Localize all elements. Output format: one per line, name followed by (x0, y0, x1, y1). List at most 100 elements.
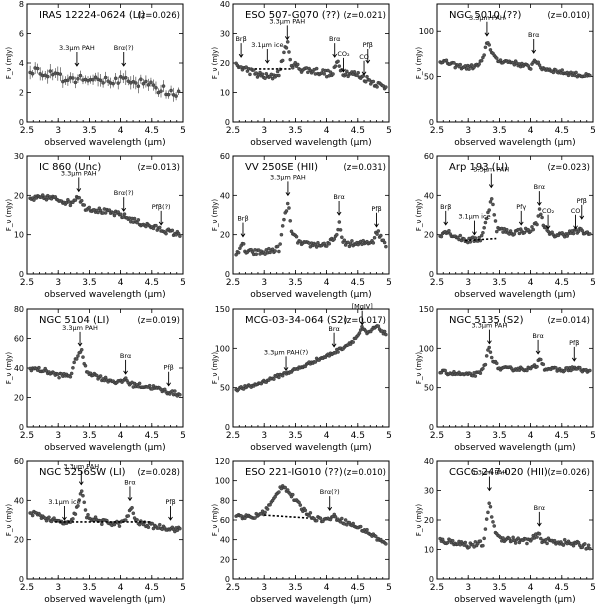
feature-annotation: 3.3μm PAH(?) (264, 348, 308, 356)
panel-title: CGCG 247-020 (HII) (449, 467, 548, 478)
y-tick-label: 0 (19, 423, 24, 432)
data-point (144, 79, 148, 84)
data-point (136, 218, 141, 222)
y-tick-label: 10 (14, 231, 24, 240)
data-point (117, 524, 122, 528)
data-point (522, 230, 527, 235)
y-tick-label: 150 (419, 305, 434, 314)
data-point (588, 368, 592, 373)
data-point (234, 252, 238, 257)
y-tick-label: 100 (215, 344, 230, 353)
plot-frame (232, 3, 390, 123)
y-tick-label: 0 (429, 270, 434, 279)
data-point (505, 227, 509, 232)
x-tick-label: 3.5 (82, 278, 96, 288)
y-tick-label: 80 (220, 496, 230, 505)
x-tick-label: 2.5 (430, 126, 444, 136)
data-point (48, 69, 53, 73)
data-point (560, 68, 564, 72)
data-point (263, 76, 267, 81)
x-axis-label: observed wavelength (μm) (250, 138, 371, 148)
x-tick-label: 2.5 (226, 278, 240, 288)
data-point (494, 361, 499, 366)
feature-annotation: CO₂ (542, 207, 555, 215)
plot-frame (436, 308, 594, 428)
x-tick-label: 3 (465, 126, 471, 136)
data-point (375, 232, 379, 236)
annotation-arrow (283, 356, 289, 372)
data-point (588, 73, 592, 78)
data-point (356, 70, 360, 75)
plot-frame (26, 460, 184, 580)
x-tick-label: 3 (55, 278, 61, 288)
y-tick-label: 10 (220, 89, 230, 98)
data-point (258, 70, 262, 75)
data-point (541, 362, 546, 367)
data-point (562, 537, 567, 542)
data-point (83, 508, 88, 512)
x-tick-label: 3.5 (492, 278, 506, 288)
x-tick-label: 4.5 (555, 431, 569, 441)
x-tick-label: 2.5 (20, 278, 34, 288)
data-point (314, 245, 319, 249)
data-point (528, 229, 533, 234)
data-point (77, 498, 81, 502)
data-point (540, 215, 544, 220)
x-tick-label: 4.5 (351, 126, 365, 136)
data-point (482, 226, 486, 230)
feature-annotation: 3.1μm ice (48, 498, 80, 506)
data-point (379, 233, 383, 238)
y-tick-label: 100 (419, 27, 434, 36)
feature-annotation: [MgIV] (352, 303, 373, 311)
data-point (333, 515, 338, 519)
feature-annotation: Pfβ (163, 364, 173, 372)
data-point (154, 86, 158, 90)
x-tick-label: 5 (590, 583, 596, 593)
plot-frame (232, 308, 390, 428)
panel-redshift: (z=0.026) (547, 468, 590, 478)
feature-annotation: Pfβ(?) (152, 203, 171, 211)
data-point (253, 516, 257, 520)
data-point (489, 355, 494, 360)
data-point (144, 224, 148, 229)
y-tick-label: 6 (19, 30, 24, 39)
data-point (539, 357, 543, 362)
data-point (132, 216, 137, 221)
annotation-arrow (166, 371, 172, 387)
data-point (32, 198, 36, 202)
feature-annotation: Brα (329, 35, 340, 43)
data-point (285, 201, 290, 206)
annotation-arrow (531, 39, 537, 54)
data-point (170, 228, 175, 233)
x-tick-label: 3.5 (288, 431, 302, 441)
data-point (157, 225, 162, 230)
data-point (147, 383, 152, 388)
data-point (487, 208, 491, 212)
data-point (536, 60, 541, 65)
annotation-arrow (121, 51, 127, 67)
data-point (478, 539, 483, 543)
data-point (539, 536, 543, 541)
data-point (484, 354, 489, 358)
x-tick-label: 4 (528, 126, 534, 136)
data-point (37, 365, 41, 370)
feature-annotation: 3.3μm PAH (61, 169, 97, 177)
data-point (282, 50, 286, 55)
data-point (365, 527, 369, 532)
data-point (371, 241, 376, 245)
y-tick-label: 40 (424, 191, 434, 200)
data-point (174, 94, 178, 98)
data-point (290, 492, 295, 497)
data-point (384, 244, 388, 249)
y-axis-label: F_ν (mJy) (5, 504, 13, 536)
x-tick-label: 4.5 (555, 126, 569, 136)
data-point (348, 242, 353, 246)
data-point (287, 206, 291, 210)
spectrum-panel: 2.5 3 3.5 4 4.5 5 0 2 4 6 8 observed wavelength (μm… (5, 0, 186, 148)
annotation-arrow (62, 506, 67, 521)
x-axis-label: observed wavelength (μm) (44, 138, 165, 148)
y-tick-label: 40 (220, 536, 230, 545)
data-point (77, 195, 81, 200)
x-tick-label: 3.5 (492, 583, 506, 593)
